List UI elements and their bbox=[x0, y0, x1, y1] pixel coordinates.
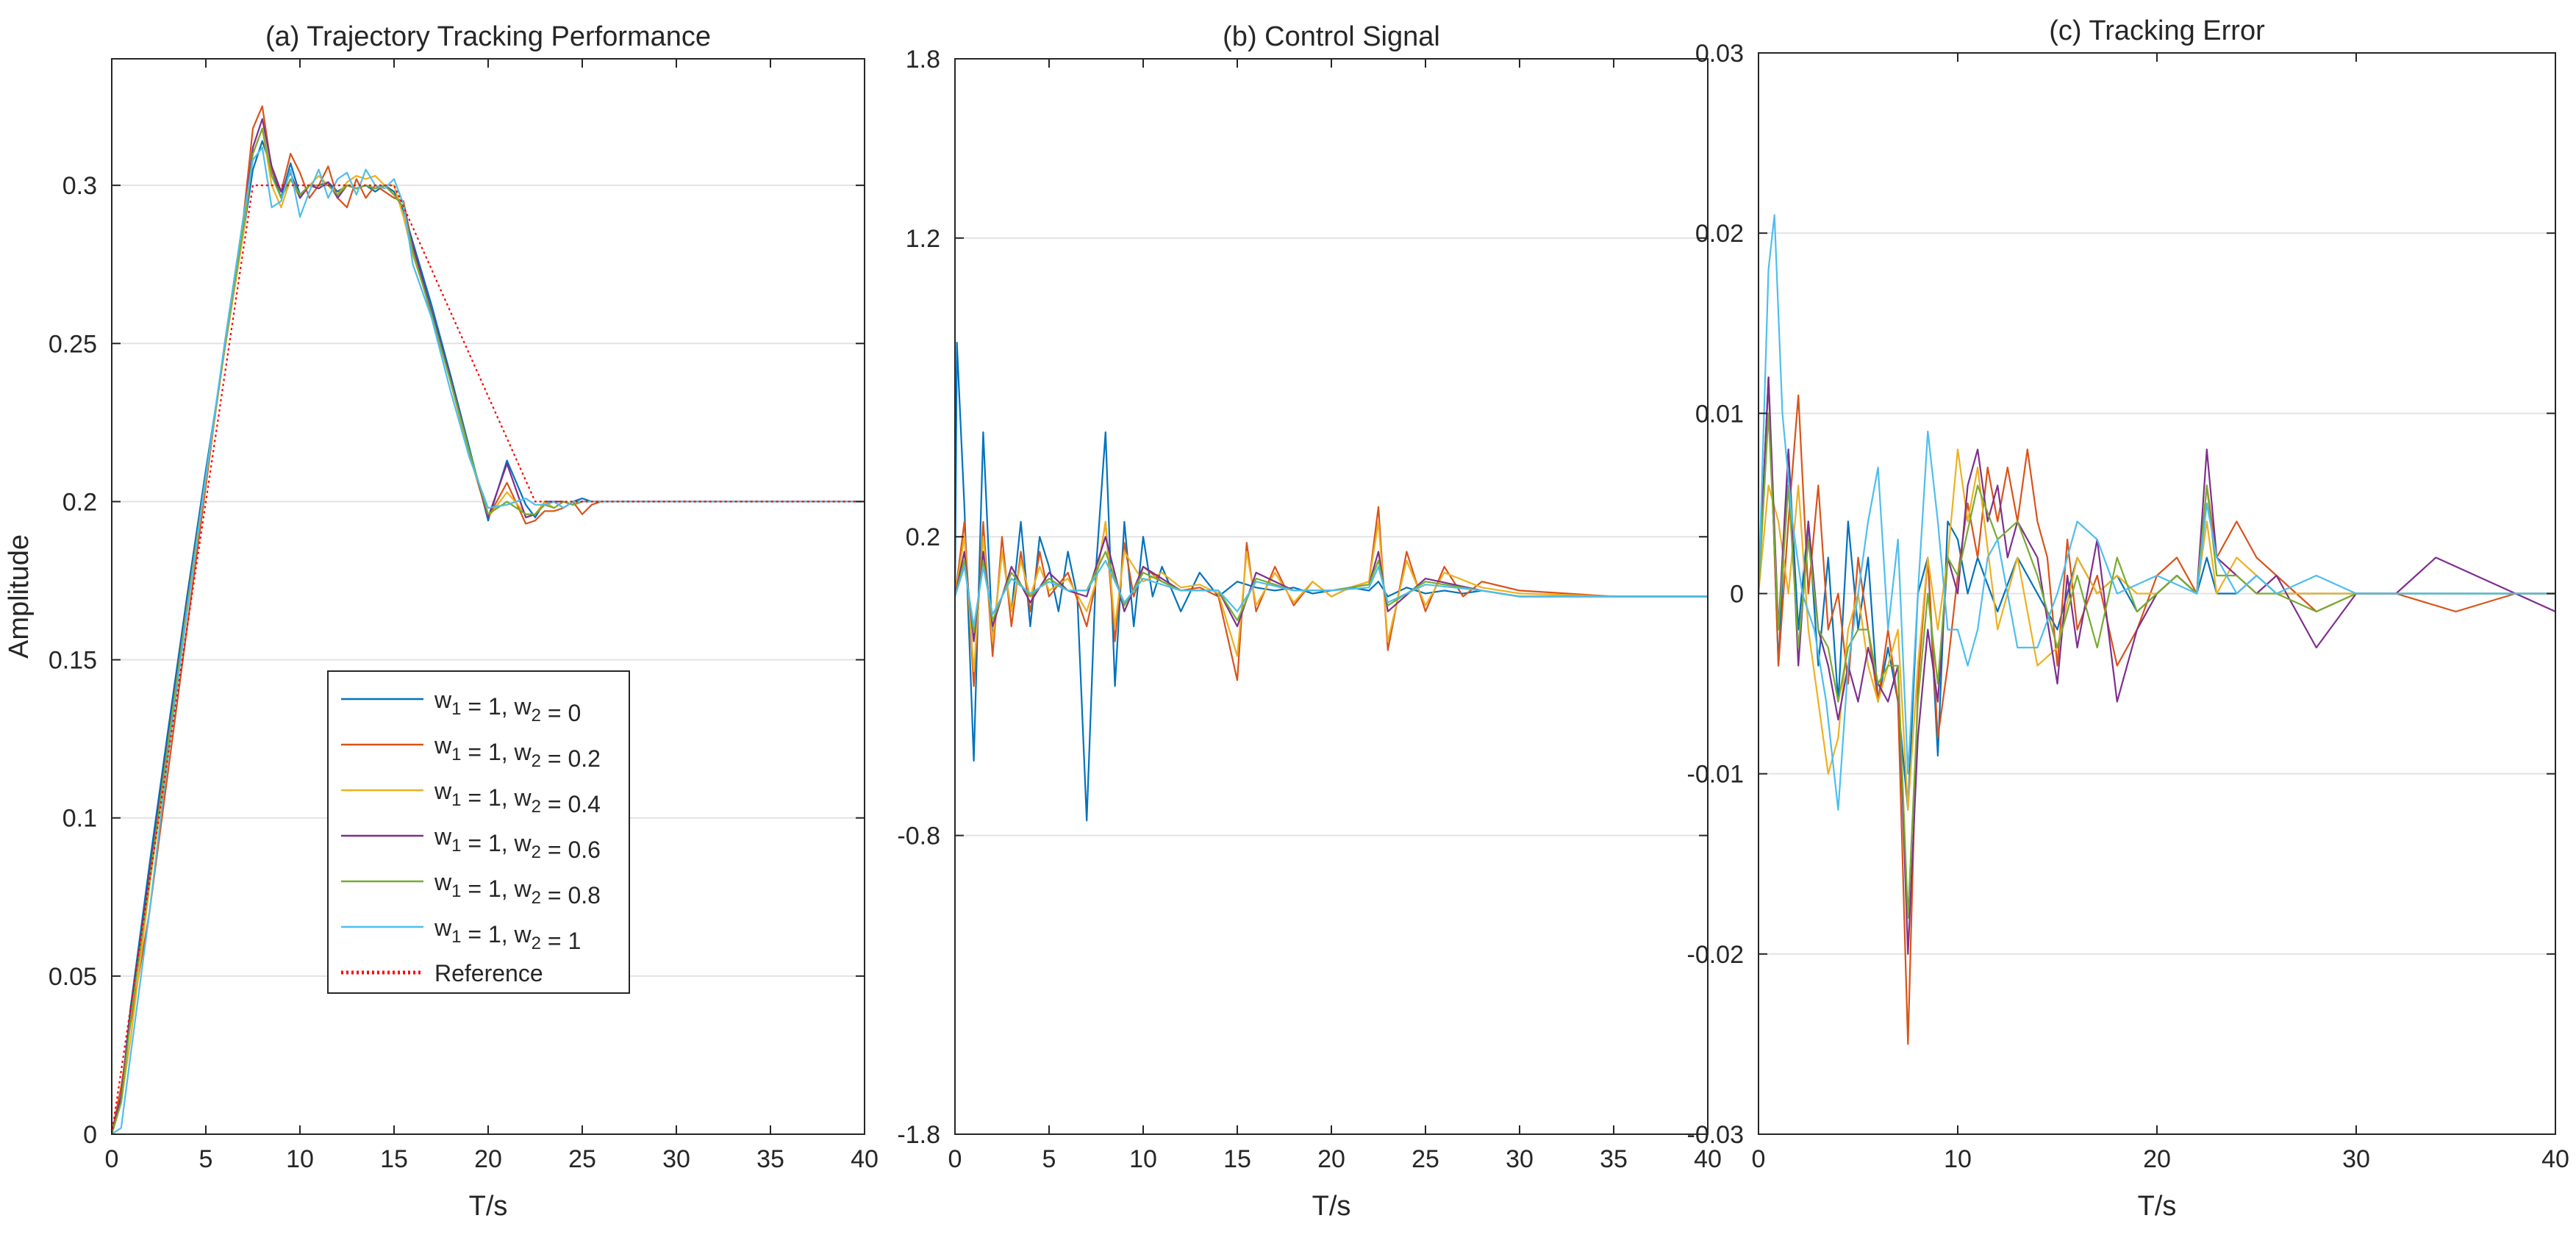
x-tick-label: 30 bbox=[662, 1145, 690, 1173]
legend-label: w1 = 1, w2 = 1 bbox=[434, 914, 581, 954]
series-line-6 bbox=[112, 185, 865, 1134]
legend-label: w1 = 1, w2 = 0.6 bbox=[434, 823, 601, 863]
chart-title: (c) Tracking Error bbox=[2049, 15, 2265, 46]
legend-label: Reference bbox=[434, 960, 543, 986]
x-tick-label: 0 bbox=[105, 1145, 119, 1173]
chart-title: (b) Control Signal bbox=[1223, 21, 1440, 52]
y-tick-label: 0.02 bbox=[1695, 220, 1744, 248]
x-tick-label: 25 bbox=[568, 1145, 596, 1173]
legend: w1 = 1, w2 = 0 w1 = 1, w2 = 0.2 w1 = 1, w2… bbox=[327, 670, 630, 994]
series-group bbox=[955, 342, 1708, 822]
x-axis-label: T/s bbox=[469, 1191, 508, 1222]
y-tick-label: -0.01 bbox=[1687, 761, 1745, 789]
x-tick-label: 25 bbox=[1412, 1145, 1439, 1173]
x-tick-label: 10 bbox=[1129, 1145, 1157, 1173]
series-group bbox=[112, 105, 865, 1134]
y-axis-label: Amplitude bbox=[4, 534, 35, 659]
series-line-5 bbox=[955, 559, 1708, 628]
y-tick-label: 1.8 bbox=[906, 46, 940, 74]
y-tick-label: -0.02 bbox=[1687, 941, 1745, 969]
series-line-0 bbox=[955, 342, 1708, 822]
series-line-3 bbox=[1759, 376, 2555, 955]
x-tick-label: 20 bbox=[474, 1145, 502, 1173]
y-tick-label: 0.2 bbox=[906, 523, 940, 551]
y-tick-label: 0 bbox=[83, 1121, 97, 1149]
x-tick-label: 15 bbox=[1223, 1145, 1251, 1173]
legend-box bbox=[327, 670, 630, 994]
series-line-2 bbox=[1759, 448, 2555, 811]
legend-label: w1 = 1, w2 = 0.2 bbox=[434, 732, 601, 772]
y-tick-label: 0.2 bbox=[62, 488, 97, 516]
legend-label: w1 = 1, w2 = 0 bbox=[434, 687, 581, 726]
y-tick-label: -0.03 bbox=[1687, 1121, 1745, 1149]
y-tick-label: 0.05 bbox=[49, 963, 97, 991]
x-axis-label: T/s bbox=[2138, 1191, 2177, 1222]
x-tick-label: 0 bbox=[1752, 1145, 1766, 1173]
legend-label: w1 = 1, w2 = 0.4 bbox=[434, 778, 601, 817]
x-tick-label: 30 bbox=[1506, 1145, 1534, 1173]
series-line-5 bbox=[1759, 214, 2555, 811]
x-tick-label: 40 bbox=[1694, 1145, 1722, 1173]
chart-panel-a: 0 5 10 15 20 25 30 35 40 0 0.05 0.1 0.15 0.2 0.25 0.3 (a… bbox=[4, 21, 879, 1222]
y-tick-label: 0.03 bbox=[1695, 40, 1744, 68]
y-tick-label: 0.01 bbox=[1695, 400, 1744, 428]
x-tick-label: 0 bbox=[948, 1145, 962, 1173]
x-tick-label: 40 bbox=[2541, 1145, 2569, 1173]
x-tick-label: 5 bbox=[199, 1145, 213, 1173]
series-line-1 bbox=[955, 506, 1708, 687]
y-tick-label: -1.8 bbox=[897, 1121, 940, 1149]
legend-label: w1 = 1, w2 = 0.8 bbox=[434, 869, 601, 909]
x-tick-label: 20 bbox=[2143, 1145, 2171, 1173]
x-tick-label: 30 bbox=[2342, 1145, 2370, 1173]
x-tick-label: 10 bbox=[1944, 1145, 1972, 1173]
y-tick-label: 0.3 bbox=[62, 172, 97, 200]
x-tick-label: 35 bbox=[756, 1145, 784, 1173]
chart-panel-b: 0 5 10 15 20 25 30 35 40 -1.8 -0.8 0.2 1.2 1.8 (b) Con… bbox=[897, 21, 1722, 1222]
x-tick-label: 15 bbox=[380, 1145, 408, 1173]
y-tick-label: 1.2 bbox=[906, 225, 940, 253]
y-tick-label: 0.15 bbox=[49, 647, 97, 675]
y-tick-label: 0.1 bbox=[62, 805, 97, 833]
x-tick-label: 40 bbox=[851, 1145, 879, 1173]
x-tick-label: 35 bbox=[1600, 1145, 1628, 1173]
x-axis-label: T/s bbox=[1312, 1191, 1351, 1222]
y-tick-label: -0.8 bbox=[897, 823, 940, 850]
chart-panel-c: 0 10 20 30 40-0.03-0.02-0.0100.010.020.03(c)… bbox=[1687, 15, 2569, 1222]
series-line-1 bbox=[1759, 376, 2555, 1045]
y-tick-label: 0 bbox=[1730, 581, 1744, 609]
panels: 0 5 10 15 20 25 30 35 4000.050.10.150.20.250.3(a… bbox=[4, 15, 2569, 1222]
series-group bbox=[1759, 214, 2555, 1045]
series-line-4 bbox=[955, 551, 1708, 634]
x-tick-label: 10 bbox=[286, 1145, 314, 1173]
x-tick-label: 5 bbox=[1042, 1145, 1056, 1173]
y-tick-label: 0.25 bbox=[49, 330, 97, 358]
x-tick-label: 20 bbox=[1317, 1145, 1345, 1173]
series-line-4 bbox=[1759, 412, 2555, 919]
chart-title: (a) Trajectory Tracking Performance bbox=[265, 21, 711, 52]
series-line-2 bbox=[955, 520, 1708, 673]
